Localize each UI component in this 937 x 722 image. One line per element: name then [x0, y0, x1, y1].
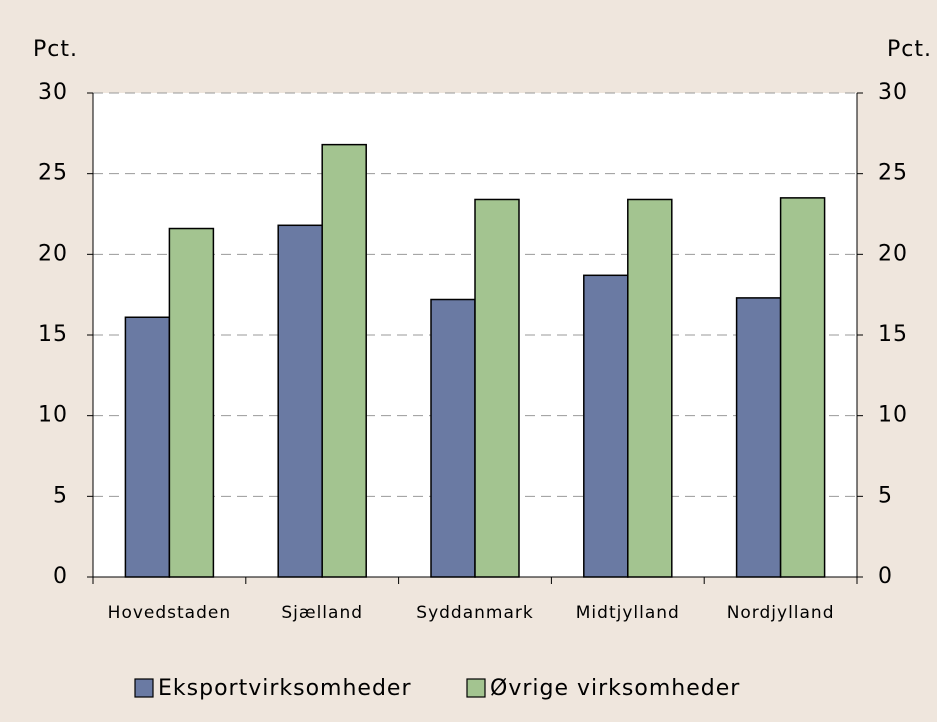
- y2-tick-label: 15: [878, 322, 908, 347]
- bar: [430, 298, 476, 578]
- y-tick-label: 5: [53, 483, 68, 508]
- y-tick-label: 15: [38, 322, 68, 347]
- bar: [627, 198, 673, 578]
- legend-swatch: [466, 678, 486, 698]
- x-tick-label: Sjælland: [281, 603, 363, 623]
- y-tick-label: 0: [53, 564, 68, 589]
- y-tick-label: 10: [38, 403, 68, 428]
- y2-tick-label: 5: [878, 483, 893, 508]
- y2-tick-label: 30: [878, 80, 908, 105]
- x-tick-label: Hovedstaden: [108, 603, 231, 623]
- bar: [321, 143, 367, 578]
- y-axis-label: Pct.: [33, 37, 78, 62]
- y-tick-label: 25: [38, 161, 68, 186]
- bar: [583, 274, 629, 578]
- bar: [277, 224, 323, 578]
- bar: [779, 197, 826, 578]
- x-tick-label: Nordjylland: [727, 603, 835, 623]
- x-tick-label: Midtjylland: [576, 603, 680, 623]
- y2-axis-label: Pct.: [887, 37, 932, 62]
- y2-tick-label: 0: [878, 564, 893, 589]
- x-tick-label: Syddanmark: [416, 603, 533, 623]
- bar: [474, 198, 520, 578]
- y2-tick-label: 25: [878, 161, 908, 186]
- bar: [168, 227, 215, 578]
- y-tick-label: 20: [38, 241, 68, 266]
- bar: [735, 297, 782, 578]
- legend-label: Eksportvirksomheder: [158, 676, 412, 701]
- legend-swatch: [134, 678, 154, 698]
- legend-label: Øvrige virksomheder: [490, 676, 740, 701]
- y-tick-label: 30: [38, 80, 68, 105]
- y2-tick-label: 20: [878, 241, 908, 266]
- bar: [124, 316, 171, 578]
- y2-tick-label: 10: [878, 403, 908, 428]
